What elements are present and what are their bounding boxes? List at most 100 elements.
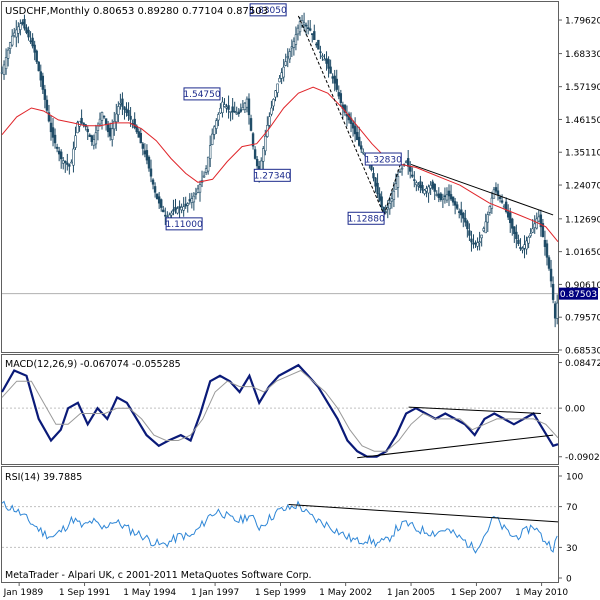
price-candle-body: [437, 193, 440, 198]
price-candle-body: [306, 27, 310, 29]
price-candle-body: [435, 194, 438, 196]
price-candle-body: [453, 201, 457, 206]
rsi-panel-frame: [1, 466, 559, 583]
moving-average-line: [1, 86, 559, 243]
current-price-tag-label: 0.87503: [560, 290, 597, 300]
price-candle-body: [13, 32, 16, 36]
price-candle-body: [455, 204, 459, 209]
macd-trendline: [357, 434, 554, 459]
price-candle-body: [278, 78, 281, 83]
price-candle-body: [249, 118, 253, 131]
price-candle-body: [208, 145, 212, 159]
footer-text: MetaTrader - Alpari UK, c 2001-2011 Meta…: [5, 570, 312, 581]
price-candle-body: [488, 206, 492, 213]
price-candle-body: [45, 99, 49, 111]
price-candle-body: [551, 283, 555, 300]
price-y-tick-label: 1.68330: [565, 50, 600, 60]
price-candle-body: [323, 58, 326, 61]
price-candle-body: [80, 117, 83, 124]
price-candle-body: [41, 75, 45, 90]
price-candle-body: [292, 41, 296, 48]
rsi-y-tick-label: 0: [566, 575, 572, 585]
price-annotation-box: [249, 3, 287, 17]
price-candle-body: [484, 221, 487, 234]
price-candle-body: [119, 103, 122, 105]
price-candle-body: [162, 209, 165, 213]
price-candle-body: [525, 240, 528, 250]
price-candle-body: [411, 174, 414, 177]
price-annotation-label: 1.32830: [365, 155, 402, 165]
price-candle-body: [86, 128, 89, 133]
price-candle-body: [94, 132, 98, 145]
price-candle-body: [164, 214, 167, 217]
price-candle-body: [237, 111, 240, 115]
price-candle-body: [223, 104, 226, 107]
price-candle-body: [76, 122, 79, 134]
macd-y-tick-label: 0.084728: [565, 359, 600, 369]
price-candle-body: [78, 120, 81, 127]
price-candle-body: [72, 148, 75, 166]
price-candle-body: [55, 146, 59, 149]
price-candle-body: [233, 110, 236, 113]
price-candle-body: [274, 90, 277, 98]
x-tick-label: 1 Sep 1999: [255, 588, 307, 598]
price-candle-body: [296, 27, 300, 35]
price-candle-body: [343, 104, 347, 113]
price-annotation-label: 1.12880: [347, 215, 384, 225]
price-candle-body: [513, 226, 516, 235]
price-candle-body: [15, 29, 18, 38]
price-candle-body: [0, 72, 4, 74]
price-candle-body: [57, 150, 61, 155]
price-candle-body: [427, 186, 430, 194]
price-candle-body: [470, 238, 473, 243]
price-candle-body: [153, 186, 157, 193]
price-candle-body: [388, 203, 392, 210]
price-candle-body: [190, 198, 194, 203]
price-candle-body: [204, 168, 208, 173]
price-candle-body: [284, 61, 287, 66]
price-candle-body: [443, 195, 447, 198]
price-candle-body: [127, 110, 130, 116]
price-candle-body: [398, 171, 402, 173]
price-candle-body: [117, 106, 120, 116]
rsi-line: [1, 500, 558, 554]
price-candle-body: [333, 75, 336, 84]
price-candle-body: [151, 179, 155, 185]
price-candle-body: [180, 206, 183, 211]
x-tick-label: 1 Sep 1991: [59, 588, 110, 598]
price-candle-body: [474, 242, 477, 245]
price-candle-body: [108, 127, 112, 137]
price-candle-body: [29, 40, 32, 43]
price-candle-body: [143, 150, 147, 155]
price-candle-body: [325, 58, 328, 64]
price-candle-body: [380, 196, 383, 208]
price-candle-body: [374, 177, 377, 187]
price-candle-body: [6, 49, 10, 59]
price-candle-body: [496, 190, 500, 196]
rsi-y-tick-label: 70: [566, 503, 578, 513]
price-candle-body: [415, 182, 418, 186]
price-candle-body: [137, 131, 140, 138]
price-candle-body: [406, 158, 410, 167]
price-annotation-box: [347, 211, 385, 225]
x-tick-label: 1 Jan 1989: [0, 588, 44, 598]
price-candle-body: [70, 161, 73, 164]
price-annotation-label: 1.83050: [250, 6, 287, 16]
price-candle-body: [49, 122, 53, 133]
rsi-panel: 100 70 30 0: [1, 473, 583, 585]
price-candle-body: [413, 179, 416, 181]
price-candle-body: [400, 167, 404, 170]
price-candle-body: [125, 108, 128, 113]
price-candle-body: [123, 106, 126, 110]
price-candle-body: [555, 302, 559, 319]
price-candle-body: [231, 106, 234, 113]
price-candle-body: [145, 150, 149, 161]
price-candle-body: [19, 23, 22, 30]
price-trendline: [410, 163, 554, 216]
price-candle-body: [51, 127, 55, 138]
x-tick-label: 1 Jan 2005: [387, 588, 435, 598]
price-candle-body: [447, 190, 451, 197]
price-candle-body: [509, 212, 512, 224]
price-candle-body: [133, 118, 136, 128]
